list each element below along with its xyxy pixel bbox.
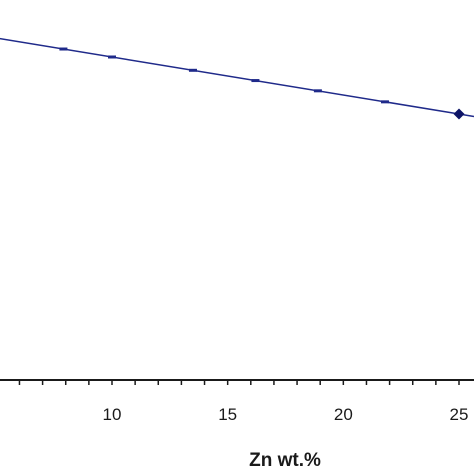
plot-area xyxy=(0,37,474,120)
x-tick-label: 20 xyxy=(334,405,353,424)
line-marker xyxy=(251,79,260,83)
series-line xyxy=(0,37,474,118)
x-axis-title: Zn wt.% xyxy=(249,450,321,471)
x-tick-label: 25 xyxy=(450,405,469,424)
line-marker xyxy=(188,68,197,72)
x-tick-label: 15 xyxy=(218,405,237,424)
x-tick-labels: 10 15 20 25 xyxy=(103,405,469,424)
line-marker xyxy=(380,100,389,104)
line-marker xyxy=(313,89,322,93)
line-marker xyxy=(59,47,68,51)
data-point-marker xyxy=(453,108,465,120)
axes: 10 15 20 25 xyxy=(0,379,474,424)
x-ticks xyxy=(18,380,460,385)
x-tick-label: 10 xyxy=(103,405,122,424)
line-marker xyxy=(108,55,116,59)
